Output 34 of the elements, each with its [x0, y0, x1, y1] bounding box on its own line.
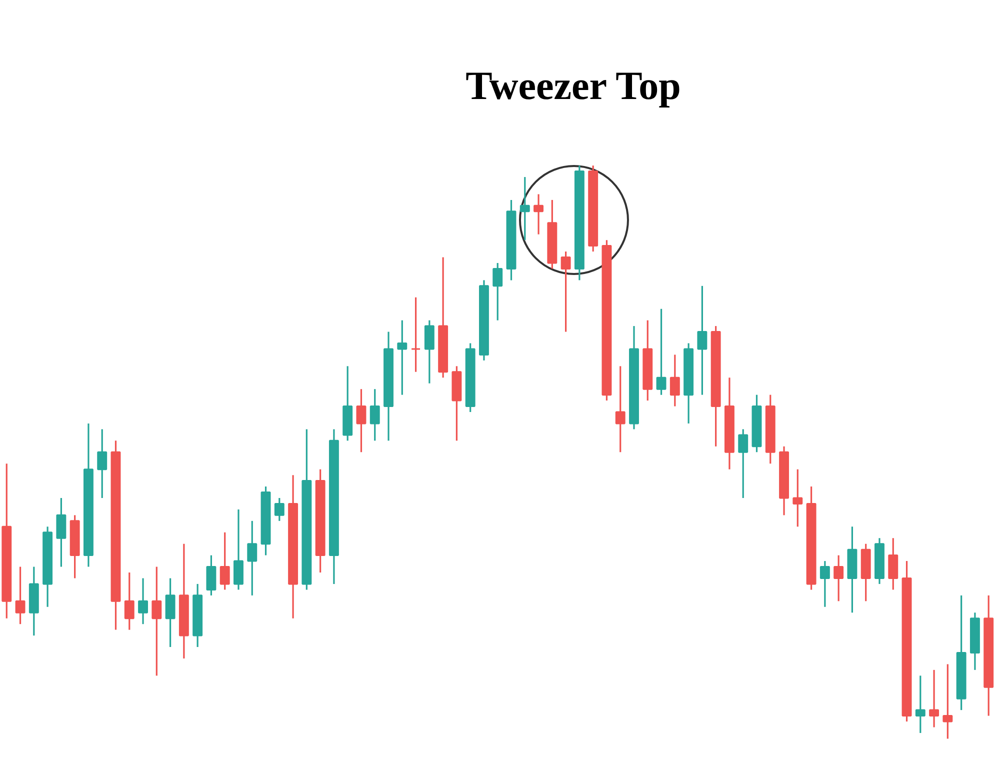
candlestick: [697, 285, 708, 396]
candlestick: [220, 532, 230, 590]
candlestick: [206, 554, 216, 596]
candlestick: [424, 320, 434, 384]
candlestick: [234, 508, 244, 590]
candlestick: [492, 262, 503, 322]
candlestick: [915, 674, 926, 734]
candlestick: [410, 296, 421, 373]
text: Tweezer Top: [466, 63, 681, 108]
candlestick: [792, 468, 803, 528]
candlestick: [615, 365, 626, 453]
candlestick: [670, 354, 680, 408]
candlestick: [97, 428, 108, 499]
candlestick: [738, 428, 748, 499]
candlestick: [820, 560, 830, 608]
candlestick: [942, 663, 953, 740]
candlestick: [560, 250, 571, 333]
candlestick: [15, 566, 26, 625]
candlestick: [834, 554, 844, 602]
candlestick: [247, 520, 258, 596]
candlestick: [370, 388, 380, 442]
candlestick: [274, 497, 284, 522]
candlestick: [656, 308, 666, 396]
candlestick: [534, 193, 544, 236]
candlestick: [165, 577, 176, 648]
candlestick: [520, 176, 530, 241]
candlestick: [124, 572, 134, 631]
candlestick: [888, 537, 898, 590]
candlestick: [397, 320, 408, 396]
candlestick: [929, 669, 940, 728]
candlestick: [152, 566, 162, 676]
candlestick: [138, 577, 148, 625]
candlestick: [56, 497, 66, 568]
candlestick: [356, 388, 366, 453]
